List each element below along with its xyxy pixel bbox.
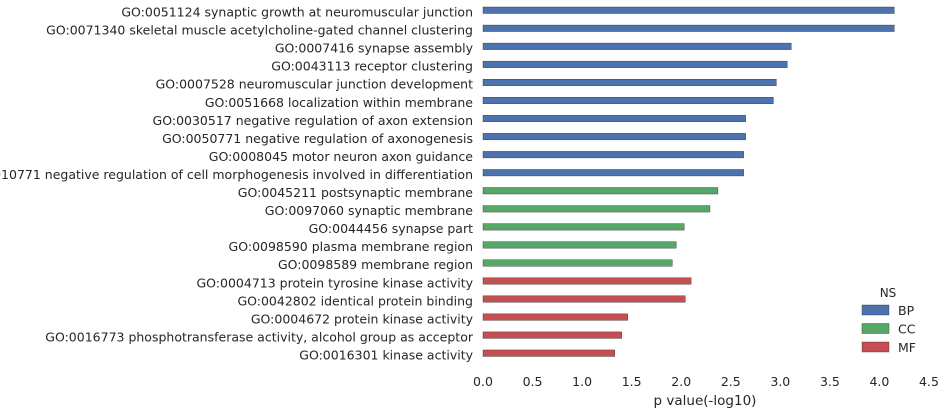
category-label: GO:0010771 negative regulation of cell m… (0, 167, 473, 182)
x-tick-label: 0.0 (473, 374, 493, 389)
category-label: GO:0044456 synapse part (309, 221, 473, 236)
x-axis-label: p value(-log10) (654, 393, 757, 409)
category-labels: GO:0051124 synaptic growth at neuromuscu… (0, 5, 474, 363)
legend-label-cc: CC (898, 322, 916, 337)
bar-cc-2 (482, 223, 685, 231)
category-label: GO:0043113 receptor clustering (271, 59, 473, 74)
bar-mf-3 (482, 331, 622, 339)
bar-bp-4 (482, 78, 777, 86)
category-label: GO:0008045 motor neuron axon guidance (209, 149, 474, 164)
x-tick-label: 2.0 (671, 374, 691, 389)
category-label: GO:0097060 synaptic membrane (265, 203, 474, 218)
legend-title: NS (880, 286, 897, 300)
x-ticks: 0.0 0.5 1.0 1.5 2.0 2.5 3.0 3.5 4.0 4.5 (473, 374, 939, 389)
bar-cc-1 (482, 205, 711, 213)
category-label: GO:0004672 protein kinase activity (251, 311, 474, 326)
x-tick-label: 2.5 (721, 374, 741, 389)
bar-mf-4 (482, 349, 616, 357)
bar-cc-3 (482, 241, 677, 249)
category-label: GO:0050771 negative regulation of axonog… (162, 131, 473, 146)
x-tick-label: 1.0 (572, 374, 592, 389)
category-label: GO:0071340 skeletal muscle acetylcholine… (46, 23, 473, 38)
legend-swatch-cc (861, 323, 890, 334)
bar-mf-2 (482, 313, 628, 321)
category-label: GO:0098590 plasma membrane region (229, 239, 473, 254)
category-label: GO:0016301 kinase activity (299, 347, 473, 362)
category-label: GO:0030517 negative regulation of axon e… (153, 113, 473, 128)
bar-bp-8 (482, 151, 744, 159)
x-tick-label: 1.5 (622, 374, 642, 389)
category-label: GO:0045211 postsynaptic membrane (238, 185, 474, 200)
x-tick-label: 3.5 (820, 374, 840, 389)
bar-bp-9 (482, 169, 744, 177)
category-label: GO:0007528 neuromuscular junction develo… (156, 77, 474, 92)
bar-cc-0 (482, 187, 719, 195)
legend-label-mf: MF (898, 340, 916, 355)
bar-bp-5 (482, 97, 774, 104)
bar-cc-4 (482, 259, 673, 267)
x-tick-label: 0.5 (523, 374, 543, 389)
bar-bp-1 (482, 24, 895, 32)
x-tick-label: 4.5 (919, 374, 939, 389)
category-label: GO:0042802 identical protein binding (237, 293, 473, 308)
x-tick-label: 4.0 (869, 374, 889, 389)
legend: NS BP CC MF (861, 286, 916, 355)
legend-label-bp: BP (898, 303, 915, 318)
category-label: GO:0007416 synapse assembly (275, 41, 474, 56)
bar-bp-2 (482, 42, 792, 50)
category-label: GO:0098589 membrane region (278, 257, 473, 272)
bars-group (482, 6, 895, 357)
category-label: GO:0004713 protein tyrosine kinase activ… (197, 275, 474, 290)
category-label: GO:0051668 localization within membrane (205, 95, 473, 110)
bar-bp-7 (482, 133, 746, 141)
legend-swatch-mf (861, 341, 890, 353)
bar-mf-1 (482, 295, 686, 303)
legend-swatch-bp (861, 304, 890, 316)
bar-bp-3 (482, 60, 788, 68)
bar-mf-0 (482, 277, 692, 285)
category-label: GO:0016773 phosphotransferase activity, … (45, 329, 474, 344)
bar-bp-6 (482, 115, 746, 123)
x-tick-label: 3.0 (770, 374, 790, 389)
category-label: GO:0051124 synaptic growth at neuromuscu… (121, 5, 473, 20)
bar-bp-0 (482, 6, 895, 14)
